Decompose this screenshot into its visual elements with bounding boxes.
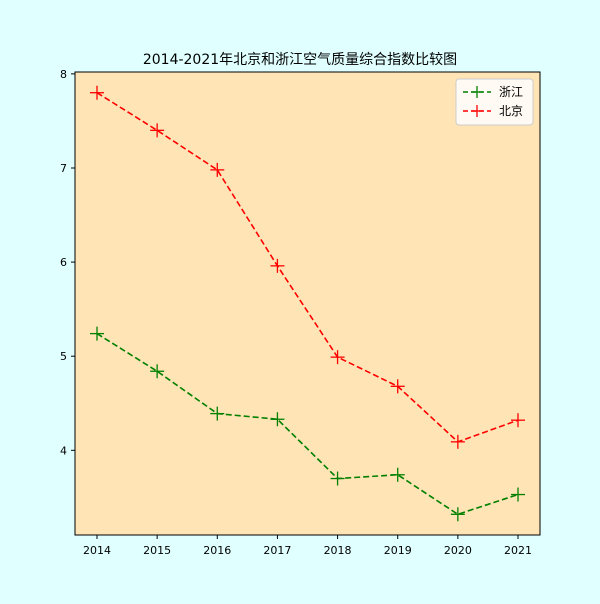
x-tick-label: 2015 (143, 544, 171, 557)
legend-entry: 北京 (463, 104, 523, 118)
x-tick-label: 2017 (263, 544, 291, 557)
series-line (96, 92, 519, 443)
series-line (96, 332, 519, 516)
legend-box (455, 78, 534, 126)
plot-area (75, 72, 540, 535)
legend-label: 浙江 (499, 85, 523, 99)
x-tick-label: 2016 (203, 544, 231, 557)
x-tick-label: 2020 (444, 544, 472, 557)
y-tick-label: 7 (60, 162, 67, 175)
legend-label: 北京 (499, 104, 523, 118)
x-tick-label: 2014 (83, 544, 111, 557)
y-tick-label: 5 (60, 350, 67, 363)
chart-title: 2014-2021年北京和浙江空气质量综合指数比较图 (143, 52, 457, 68)
legend-entry: 浙江 (463, 85, 523, 99)
plot-frame (74, 71, 541, 536)
x-tick-label: 2021 (504, 544, 532, 557)
x-tick-label: 2018 (324, 544, 352, 557)
y-tick-label: 6 (60, 256, 67, 269)
x-tick-label: 2019 (384, 544, 412, 557)
series-beijing (90, 85, 525, 449)
series-layer (90, 85, 525, 522)
series-zhejiang (90, 326, 525, 522)
y-tick-label: 4 (60, 444, 67, 457)
y-tick-label: 8 (60, 68, 67, 81)
axes: 2014 2015 2016 2017 2018 2019 2020 2021 4 5 6 7 8 (60, 68, 532, 557)
